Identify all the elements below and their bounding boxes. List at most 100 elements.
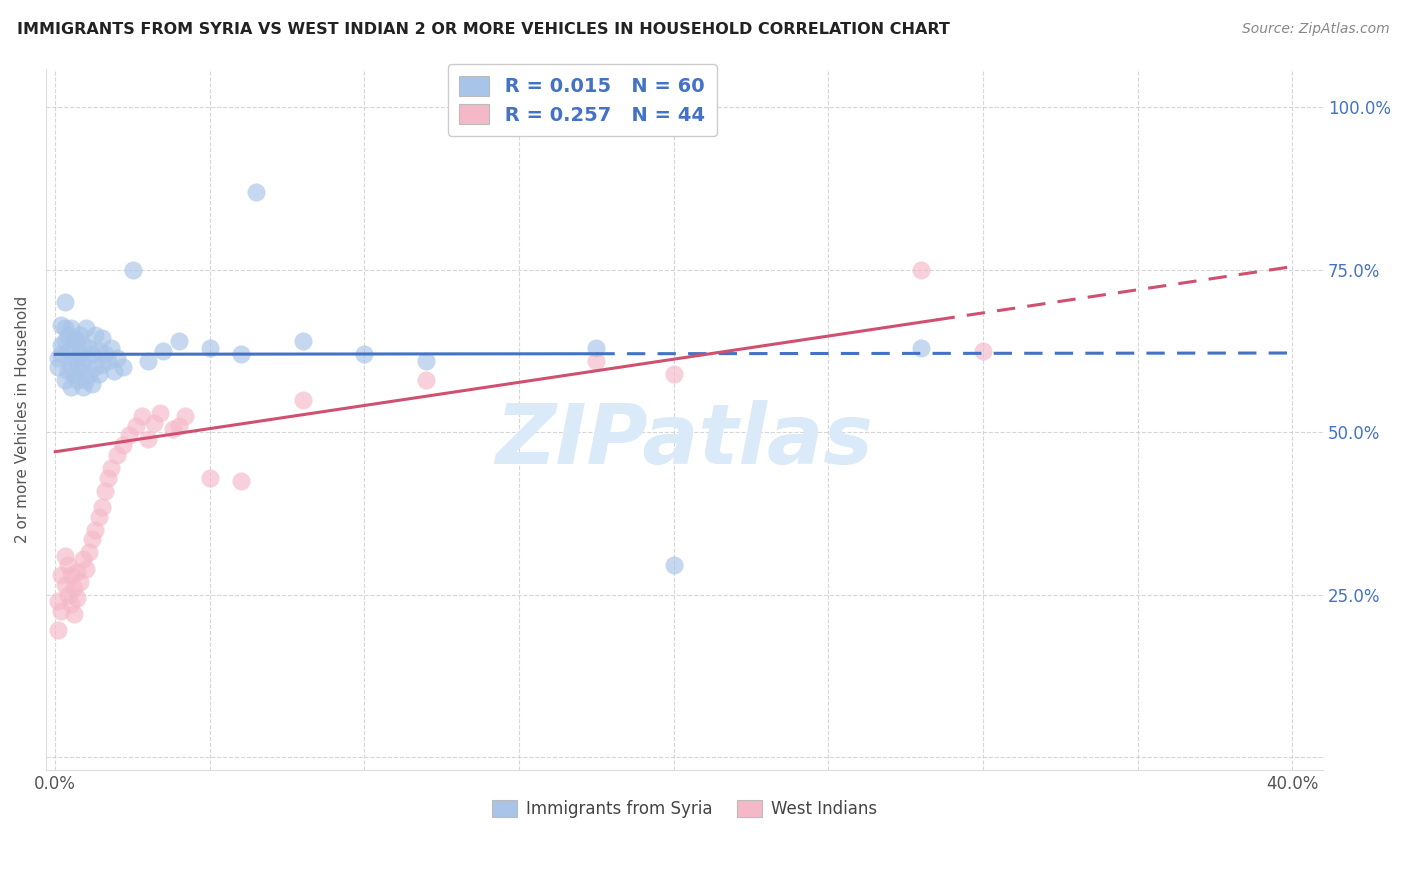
Text: ZIPatlas: ZIPatlas (496, 400, 873, 481)
Legend: Immigrants from Syria, West Indians: Immigrants from Syria, West Indians (485, 793, 883, 825)
Point (105, 448, 128, 462)
Point (82, 347, 104, 361)
Point (66, 353, 89, 368)
Point (198, 471, 221, 485)
Point (121, 263, 143, 277)
Point (662, 558, 685, 573)
Point (53, 578, 76, 592)
Point (353, 347, 375, 361)
Point (84, 327, 107, 342)
Point (56, 327, 79, 342)
Point (662, 367, 685, 381)
Point (56, 588, 79, 602)
Point (66, 334, 89, 349)
Point (90, 357, 112, 371)
Point (229, 347, 252, 361)
Point (910, 341, 932, 355)
Point (75, 373, 97, 387)
Point (62, 607, 84, 621)
Point (149, 406, 172, 420)
Point (174, 409, 197, 423)
Point (84, 523, 107, 537)
Point (415, 373, 437, 387)
Point (118, 428, 141, 442)
Point (82, 533, 104, 547)
Point (77, 545, 100, 559)
Point (62, 331, 84, 345)
Point (53, 321, 76, 335)
Point (56, 558, 79, 573)
Point (59, 360, 82, 375)
Point (198, 341, 221, 355)
Point (87, 509, 110, 524)
Point (46, 351, 69, 365)
Point (112, 360, 135, 375)
Point (245, 185, 267, 199)
Point (59, 380, 82, 394)
Point (910, 263, 932, 277)
Text: IMMIGRANTS FROM SYRIA VS WEST INDIAN 2 OR MORE VEHICLES IN HOUSEHOLD CORRELATION: IMMIGRANTS FROM SYRIA VS WEST INDIAN 2 O… (17, 22, 949, 37)
Point (585, 341, 607, 355)
Point (72, 380, 94, 394)
Point (77, 367, 100, 381)
Point (167, 334, 190, 349)
Point (162, 422, 184, 436)
Point (75, 351, 97, 365)
Y-axis label: 2 or more Vehicles in Household: 2 or more Vehicles in Household (15, 295, 30, 543)
Point (124, 418, 146, 433)
Point (90, 331, 112, 345)
Point (66, 565, 89, 579)
Point (51, 347, 73, 361)
Point (59, 568, 82, 582)
Point (69, 327, 91, 342)
Point (143, 416, 166, 430)
Point (136, 432, 159, 446)
Point (69, 347, 91, 361)
Point (51, 337, 73, 351)
Point (291, 392, 314, 407)
Point (51, 604, 73, 618)
Point (56, 344, 79, 359)
Point (105, 351, 128, 365)
Point (152, 344, 174, 359)
Point (53, 334, 76, 349)
Point (87, 367, 110, 381)
Point (93, 483, 115, 498)
Text: Source: ZipAtlas.com: Source: ZipAtlas.com (1241, 22, 1389, 37)
Point (53, 295, 76, 310)
Point (131, 409, 153, 423)
Point (46, 624, 69, 638)
Point (291, 334, 314, 349)
Point (51, 318, 73, 332)
Point (972, 344, 994, 359)
Point (62, 581, 84, 595)
Point (75, 321, 97, 335)
Point (59, 598, 82, 612)
Point (90, 500, 112, 514)
Point (97, 353, 120, 368)
Point (75, 561, 97, 575)
Point (46, 360, 69, 375)
Point (69, 363, 91, 377)
Point (77, 341, 100, 355)
Point (53, 549, 76, 563)
Point (167, 418, 190, 433)
Point (97, 471, 120, 485)
Point (72, 357, 94, 371)
Point (66, 591, 89, 605)
Point (82, 376, 104, 391)
Point (72, 337, 94, 351)
Point (62, 351, 84, 365)
Point (59, 341, 82, 355)
Point (100, 341, 122, 355)
Point (66, 373, 89, 387)
Point (100, 461, 122, 475)
Point (103, 363, 125, 377)
Point (93, 347, 115, 361)
Point (53, 373, 76, 387)
Point (112, 438, 135, 452)
Point (56, 363, 79, 377)
Point (51, 568, 73, 582)
Point (59, 321, 82, 335)
Point (69, 574, 91, 589)
